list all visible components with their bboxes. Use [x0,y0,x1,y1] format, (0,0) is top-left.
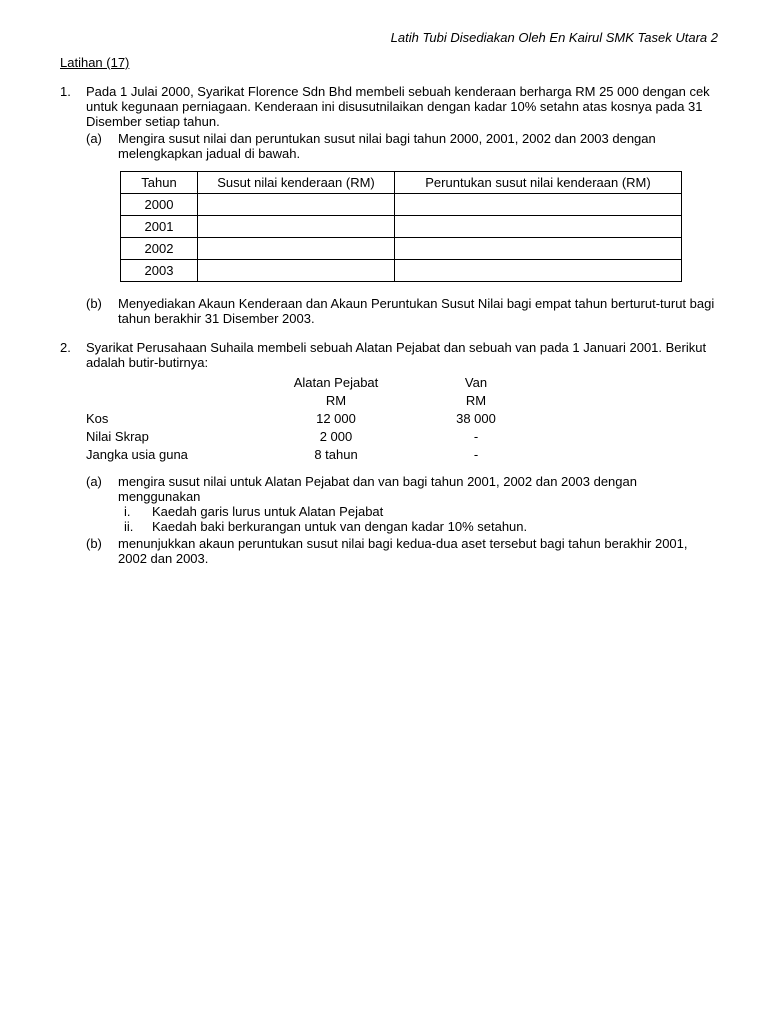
dep-cell [198,238,395,260]
label-skrap: Nilai Skrap [86,428,266,446]
q2a-ii-text: Kaedah baki berkurangan untuk van dengan… [152,519,718,534]
q1b-text: Menyediakan Akaun Kenderaan dan Akaun Pe… [118,296,718,326]
header-item2: Van [406,374,546,392]
val-kos2: 38 000 [406,410,546,428]
q2b-label: (b) [86,536,118,566]
year-cell: 2003 [121,260,198,282]
q1a-label: (a) [86,131,118,161]
q2a-label: (a) [86,474,118,534]
question-2: 2. Syarikat Perusahaan Suhaila membeli s… [60,340,718,568]
q2-data-block: Kos Nilai Skrap Jangka usia guna Alatan … [86,374,718,464]
val-skrap1: 2 000 [266,428,406,446]
q2b-text: menunjukkan akaun peruntukan susut nilai… [118,536,718,566]
q2-number: 2. [60,340,86,568]
header-item1: Alatan Pejabat [266,374,406,392]
val-usia1: 8 tahun [266,446,406,464]
val-kos1: 12 000 [266,410,406,428]
question-1: 1. Pada 1 Julai 2000, Syarikat Florence … [60,84,718,163]
q2-text: Syarikat Perusahaan Suhaila membeli sebu… [86,340,718,370]
label-usia: Jangka usia guna [86,446,266,464]
col-prov: Peruntukan susut nilai kenderaan (RM) [395,172,682,194]
prov-cell [395,260,682,282]
header-rm1: RM [266,392,406,410]
table-row: 2003 [121,260,682,282]
year-cell: 2000 [121,194,198,216]
depreciation-table: Tahun Susut nilai kenderaan (RM) Peruntu… [120,171,682,282]
year-cell: 2002 [121,238,198,260]
q1a-text: Mengira susut nilai dan peruntukan susut… [118,131,718,161]
dep-cell [198,216,395,238]
q1b-label: (b) [86,296,118,326]
q2a-ii-label: ii. [118,519,152,534]
header-credit: Latih Tubi Disediakan Oleh En Kairul SMK… [60,30,718,45]
table-row: 2000 [121,194,682,216]
col-year: Tahun [121,172,198,194]
dep-cell [198,260,395,282]
prov-cell [395,238,682,260]
prov-cell [395,216,682,238]
table-row: 2002 [121,238,682,260]
header-rm2: RM [406,392,546,410]
year-cell: 2001 [121,216,198,238]
label-kos: Kos [86,410,266,428]
val-usia2: - [406,446,546,464]
q2a-i-label: i. [118,504,152,519]
exercise-title: Latihan (17) [60,55,718,70]
q2a-text: mengira susut nilai untuk Alatan Pejabat… [118,474,718,504]
q1-number: 1. [60,84,86,163]
table-header-row: Tahun Susut nilai kenderaan (RM) Peruntu… [121,172,682,194]
q1-text: Pada 1 Julai 2000, Syarikat Florence Sdn… [86,84,718,129]
col-dep: Susut nilai kenderaan (RM) [198,172,395,194]
val-skrap2: - [406,428,546,446]
dep-cell [198,194,395,216]
table-row: 2001 [121,216,682,238]
prov-cell [395,194,682,216]
document-page: Latih Tubi Disediakan Oleh En Kairul SMK… [0,0,768,600]
q2a-i-text: Kaedah garis lurus untuk Alatan Pejabat [152,504,718,519]
q1b-row: (b) Menyediakan Akaun Kenderaan dan Akau… [60,296,718,328]
